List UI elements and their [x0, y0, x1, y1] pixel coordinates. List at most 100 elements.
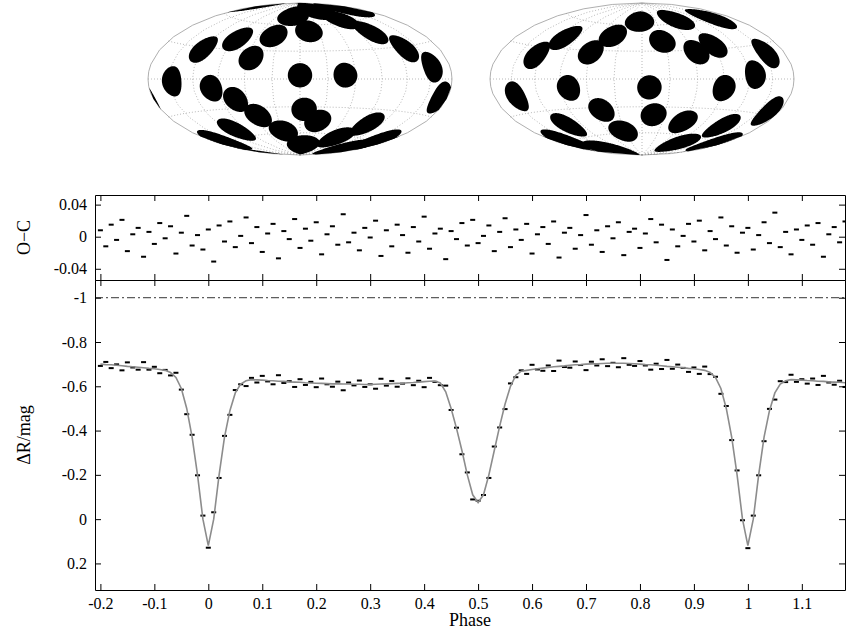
tick [839, 269, 845, 270]
spot [239, 46, 264, 71]
data-point [173, 253, 178, 255]
data-point [362, 386, 367, 388]
data-point [141, 256, 146, 258]
tick-mark [694, 584, 695, 590]
spot [227, 3, 375, 17]
data-point [378, 255, 383, 257]
data-point [443, 258, 448, 260]
tick: 0.1 [253, 584, 273, 612]
tick [262, 195, 263, 201]
data-point [130, 233, 135, 235]
spot [244, 104, 272, 127]
tick [640, 280, 641, 286]
data-point [805, 383, 810, 385]
data-point [206, 228, 211, 230]
data-point [319, 378, 324, 380]
tick-mark [95, 475, 101, 476]
spots [505, 9, 784, 155]
tick-label: -0.2 [88, 595, 113, 612]
axis-line [845, 281, 846, 591]
data-point [389, 380, 394, 382]
tick-mark [640, 280, 641, 286]
data-point [524, 373, 529, 375]
spot-map [490, 3, 794, 155]
data-point [805, 224, 810, 226]
spot [352, 21, 389, 44]
tick-label: 0.2 [307, 595, 327, 612]
tick-mark [208, 195, 209, 201]
spot [291, 98, 316, 121]
tick-label: -0.1 [142, 595, 167, 612]
data-point [697, 220, 702, 222]
tick-label: -0.6 [62, 378, 87, 395]
tick-mark [802, 195, 803, 201]
data-point [357, 249, 362, 251]
tick-mark [839, 237, 845, 238]
points [98, 212, 845, 263]
data-point [98, 365, 103, 367]
tick-mark [802, 584, 803, 590]
spot [523, 42, 550, 69]
data-point [729, 225, 734, 227]
tick-mark [154, 584, 155, 590]
tick-mark [640, 274, 641, 280]
spot [200, 75, 223, 102]
data-point [422, 386, 427, 388]
data-point [664, 359, 669, 361]
data-point [271, 223, 276, 225]
tick [748, 195, 749, 201]
data-point [179, 232, 184, 234]
spot [421, 52, 443, 83]
data-point [249, 242, 254, 244]
tick-mark [316, 195, 317, 201]
data-point [470, 219, 475, 221]
data-point [168, 225, 173, 227]
data-point [276, 374, 281, 376]
tick-mark [694, 274, 695, 280]
tick-mark [316, 584, 317, 590]
tick [154, 195, 155, 201]
spot-map [148, 3, 452, 155]
data-point [697, 373, 702, 375]
data-point [832, 226, 837, 228]
tick-mark [839, 563, 845, 564]
data-point [314, 221, 319, 223]
tick-mark [154, 280, 155, 286]
data-point [789, 374, 794, 376]
tick [370, 195, 371, 201]
tick [839, 431, 845, 432]
tick: 0.4 [415, 584, 435, 612]
data-point [783, 231, 788, 233]
tick: 0.9 [684, 584, 704, 612]
data-point [303, 228, 308, 230]
tick-label: -0.8 [62, 334, 87, 351]
data-point [395, 386, 400, 388]
tick-label: -0.04 [54, 260, 87, 277]
data-point [373, 388, 378, 390]
data-point [524, 223, 529, 225]
data-point [621, 357, 626, 359]
spot [745, 60, 766, 89]
data-point [157, 372, 162, 374]
data-point [826, 233, 831, 235]
tick [370, 280, 371, 286]
data-point [427, 248, 432, 250]
data-point [254, 382, 259, 384]
data-point [546, 243, 551, 245]
tick [532, 274, 533, 280]
tick-mark [694, 280, 695, 286]
data-point [772, 212, 777, 214]
tick-mark [839, 475, 845, 476]
tick-mark [748, 274, 749, 280]
data-point [637, 247, 642, 249]
tick-mark [802, 274, 803, 280]
spot [549, 26, 583, 50]
data-point [395, 224, 400, 226]
data-point [454, 238, 459, 240]
data-point [530, 253, 535, 255]
data-point [357, 380, 362, 382]
tick [532, 195, 533, 201]
spot [206, 129, 402, 149]
plot-area [98, 212, 845, 263]
points [98, 357, 845, 549]
